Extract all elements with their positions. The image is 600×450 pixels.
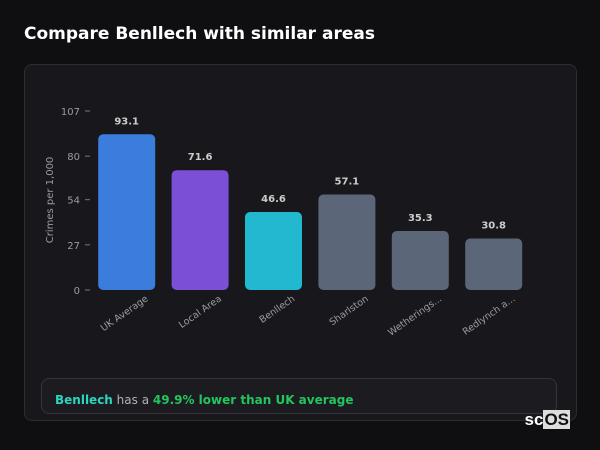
x-tick-label: Redlynch a... [461,293,518,337]
bar [171,170,229,290]
page-title: Compare Benllech with similar areas [24,24,375,44]
bar [245,212,302,290]
data-label: 35.3 [408,213,433,224]
bar [98,134,156,290]
bar [391,230,449,290]
data-label: 57.1 [335,176,360,187]
y-tick-label: 80 [67,152,80,163]
data-label: 30.8 [481,220,506,231]
x-tick-label: Sharlston [328,293,371,328]
y-axis-label: Crimes per 1,000 [45,157,56,244]
bar [318,194,376,290]
logo-text-a: sc [524,410,544,429]
comparison-highlight: 49.9% lower than UK average [152,393,354,407]
data-label: 93.1 [114,116,139,127]
data-label: 46.6 [261,194,286,205]
x-tick-label: Wetherings... [386,293,444,338]
y-tick-label: 54 [67,196,80,207]
x-tick-label: UK Average [99,293,151,334]
bar [465,238,523,290]
y-tick-label: 107 [61,107,80,118]
y-tick-label: 0 [74,286,80,297]
x-tick-label: Benllech [258,293,298,325]
data-label: 71.6 [188,152,213,163]
comparison-note: Benllech has a 49.9% lower than UK avera… [41,378,557,414]
x-tick-label: Local Area [177,293,224,330]
logo-text-b: OS [543,410,570,429]
scos-logo: scOS [525,410,570,430]
area-name: Benllech [55,393,113,407]
y-tick-label: 27 [67,241,80,252]
note-text: has a [112,393,153,407]
